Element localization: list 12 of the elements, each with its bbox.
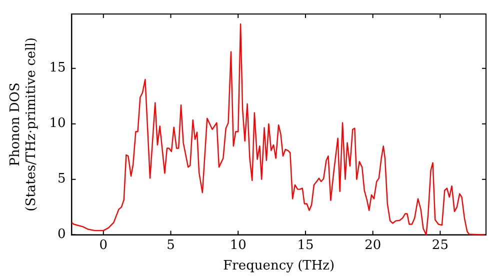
x-tick-label: 0: [99, 238, 108, 253]
y-axis-title: Phonon DOS (States/THz·primitive cell): [8, 37, 39, 212]
x-tick-label: 20: [364, 238, 382, 253]
y-tick-label: 5: [57, 172, 66, 187]
x-tick-label: 5: [166, 238, 175, 253]
x-tick-label: 15: [297, 238, 314, 253]
y-tick-label: 0: [57, 227, 66, 242]
x-tick-label: 25: [432, 238, 448, 253]
y-tick-label: 15: [49, 60, 66, 76]
y-tick-label: 10: [49, 116, 66, 132]
x-tick-label: 10: [230, 238, 246, 253]
x-axis-title: Frequency (THz): [223, 258, 335, 274]
